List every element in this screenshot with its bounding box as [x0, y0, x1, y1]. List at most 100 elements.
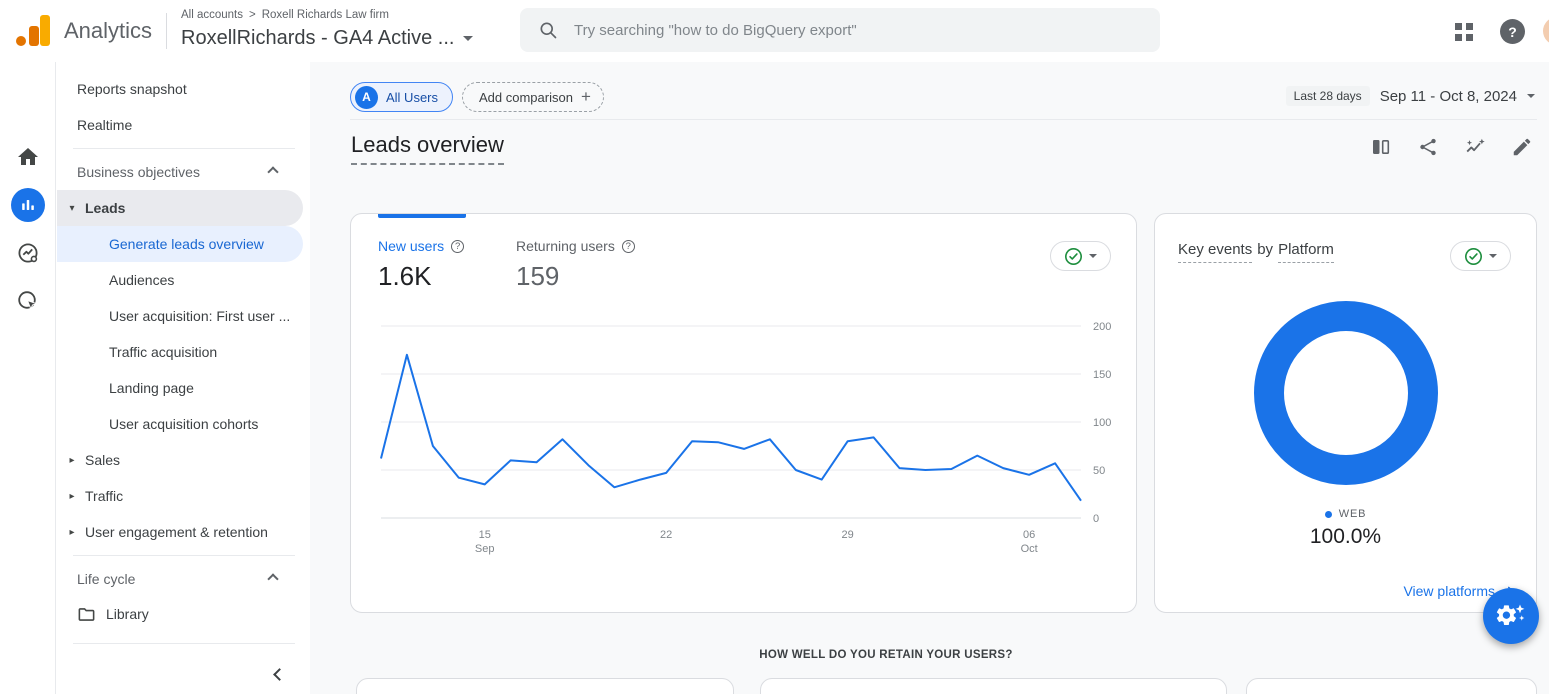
sidebar-item-label: User acquisition: First user ...	[109, 308, 291, 324]
breadcrumb-account-name[interactable]: Roxell Richards Law firm	[261, 9, 389, 21]
sidebar-item-label: Library	[106, 606, 149, 622]
folder-icon	[77, 605, 96, 624]
metric-tab-returning-users[interactable]: Returning users ? 159	[516, 238, 635, 292]
sidebar-topic-sales[interactable]: ▸ Sales	[57, 442, 303, 478]
metric-label: New users	[378, 238, 445, 254]
key-events-term[interactable]: Key events	[1178, 241, 1253, 263]
sidebar-topic-user-engagement-retention[interactable]: ▸ User engagement & retention	[57, 514, 303, 550]
breadcrumb[interactable]: All accounts > Roxell Richards Law firm	[181, 9, 389, 21]
reports-sidenav: Reports snapshot Realtime Business objec…	[57, 62, 310, 694]
sidebar-item-traffic-acquisition[interactable]: Traffic acquisition	[57, 334, 303, 370]
retention-card-3[interactable]	[1246, 678, 1537, 694]
metric-help-icon[interactable]: ?	[621, 239, 635, 253]
segment-avatar: A	[355, 85, 378, 109]
sidebar-divider	[73, 555, 295, 556]
platform-term[interactable]: Platform	[1278, 241, 1334, 263]
home-nav-icon[interactable]	[16, 145, 40, 169]
chevron-down-icon	[1489, 254, 1497, 258]
chevron-down-icon	[1089, 254, 1097, 258]
gear-sparkle-icon	[1496, 604, 1525, 626]
app-name: Analytics	[64, 17, 153, 43]
insights-fab-button[interactable]	[1483, 588, 1539, 644]
chevron-down-icon	[463, 36, 474, 41]
sidebar-item-realtime[interactable]: Realtime	[57, 107, 303, 143]
metric-tab-new-users[interactable]: New users ? 1.6K	[378, 238, 465, 292]
toolbar-divider	[350, 119, 1537, 120]
page-title: Leads overview	[351, 132, 504, 165]
sidebar-item-label: Sales	[85, 452, 121, 468]
analytics-logo-icon	[16, 15, 52, 46]
main-content: A All Users Add comparison + Last 28 day…	[310, 62, 1549, 694]
legend-value: 100.0%	[1309, 525, 1382, 548]
help-icon[interactable]: ?	[1500, 19, 1525, 44]
google-apps-icon[interactable]	[1455, 23, 1473, 41]
collection-life-cycle[interactable]: Life cycle	[57, 561, 303, 597]
segment-label: All Users	[386, 89, 439, 105]
breadcrumb-separator-icon: >	[249, 9, 256, 21]
sidebar-item-label: Generate leads overview	[109, 236, 264, 252]
metric-value: 159	[516, 261, 560, 291]
collapse-sidenav-button[interactable]	[271, 666, 288, 683]
insights-icon[interactable]	[1464, 136, 1486, 158]
active-metric-tab-indicator	[378, 214, 466, 218]
share-icon[interactable]	[1417, 136, 1439, 158]
retention-card-1[interactable]	[356, 678, 734, 694]
svg-text:Oct: Oct	[1021, 543, 1038, 555]
date-range-value: Sep 11 - Oct 8, 2024	[1379, 87, 1517, 105]
new-users-line-chart: 0 50 100 150 200 15 Sep 22 29 06 Oct	[371, 314, 1131, 574]
caret-right-icon: ▸	[69, 454, 75, 466]
sidebar-topic-traffic[interactable]: ▸ Traffic	[57, 478, 303, 514]
add-comparison-label: Add comparison	[479, 89, 573, 105]
collection-business-objectives[interactable]: Business objectives	[57, 154, 303, 190]
search-input[interactable]	[572, 20, 1142, 40]
edit-icon[interactable]	[1511, 136, 1533, 158]
data-quality-button[interactable]	[1050, 241, 1111, 271]
legend-dot	[1324, 510, 1332, 518]
property-selector[interactable]: RoxellRichards - GA4 Active ...	[181, 27, 474, 50]
collection-label: Life cycle	[77, 571, 136, 587]
retention-card-2[interactable]	[760, 678, 1227, 694]
header-divider	[166, 13, 167, 49]
section-question: HOW WELL DO YOU RETAIN YOUR USERS?	[759, 649, 1013, 661]
sidebar-item-generate-leads-overview[interactable]: Generate leads overview	[57, 226, 303, 262]
metric-value: 1.6K	[378, 261, 432, 291]
sidebar-item-user-acquisition-first-user[interactable]: User acquisition: First user ...	[57, 298, 303, 334]
metric-label: Returning users	[516, 238, 615, 254]
caret-down-icon: ▾	[69, 202, 75, 214]
comparison-panel-icon[interactable]	[1370, 136, 1392, 158]
legend-label: WEB	[1338, 508, 1367, 520]
sidebar-item-user-acquisition-cohorts[interactable]: User acquisition cohorts	[57, 406, 303, 442]
report-actions	[1370, 136, 1533, 158]
top-header: Analytics All accounts > Roxell Richards…	[0, 0, 1549, 62]
breadcrumb-account-level[interactable]: All accounts	[181, 9, 244, 21]
svg-text:100: 100	[1093, 417, 1111, 429]
help-glyph: ?	[1508, 23, 1517, 40]
search-bar[interactable]	[520, 8, 1160, 52]
sidebar-item-audiences[interactable]: Audiences	[57, 262, 303, 298]
svg-text:150: 150	[1093, 369, 1111, 381]
view-platforms-label: View platforms	[1403, 583, 1495, 599]
advertising-nav-icon[interactable]	[16, 289, 40, 313]
explore-nav-icon[interactable]	[16, 241, 40, 265]
page-title-text[interactable]: Leads overview	[351, 132, 504, 165]
sidebar-topic-leads[interactable]: ▾ Leads	[57, 190, 303, 226]
metric-help-icon[interactable]: ?	[451, 239, 465, 253]
sidebar-item-label: User acquisition cohorts	[109, 416, 259, 432]
avatar[interactable]	[1543, 17, 1549, 45]
date-range-picker[interactable]: Last 28 days Sep 11 - Oct 8, 2024	[1285, 86, 1535, 106]
svg-text:Sep: Sep	[475, 543, 495, 555]
sidebar-item-landing-page[interactable]: Landing page	[57, 370, 303, 406]
sidebar-item-library[interactable]: Library	[57, 596, 303, 632]
sidebar-item-reports-snapshot[interactable]: Reports snapshot	[57, 71, 303, 107]
add-comparison-button[interactable]: Add comparison +	[462, 82, 604, 112]
date-preset-badge: Last 28 days	[1285, 86, 1370, 106]
data-quality-button[interactable]	[1450, 241, 1511, 271]
sidebar-item-label: Leads	[85, 200, 126, 216]
reports-nav-icon[interactable]	[11, 188, 45, 222]
sidebar-item-label: Traffic acquisition	[109, 344, 218, 360]
svg-text:29: 29	[842, 529, 854, 541]
all-users-segment-chip[interactable]: A All Users	[350, 82, 454, 112]
svg-text:22: 22	[660, 529, 672, 541]
analytics-logo[interactable]: Analytics	[16, 15, 152, 46]
collapse-chevron-icon	[267, 166, 279, 178]
